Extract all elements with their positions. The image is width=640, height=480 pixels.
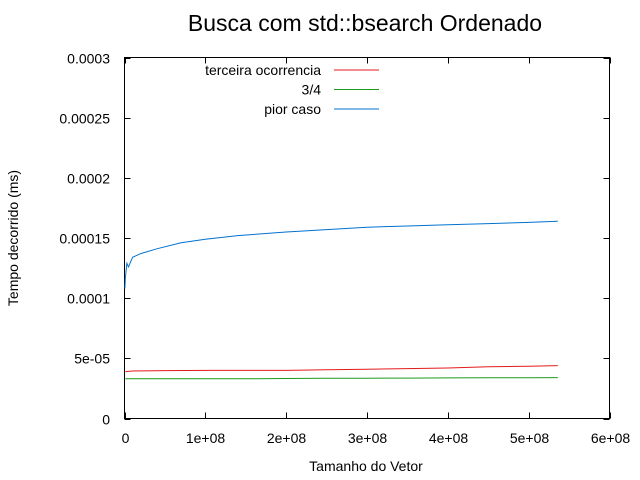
axis-ticks: 0 1e+08 2e+08 3e+08 4e+08 5e+08 6e+08 0 5e-05 0.0… bbox=[59, 51, 630, 447]
series-line bbox=[125, 377, 558, 380]
legend-label: 3/4 bbox=[302, 82, 322, 98]
x-axis-label: Tamanho do Vetor bbox=[309, 458, 423, 474]
y-tick-label: 0.0003 bbox=[67, 51, 110, 67]
y-tick-label: 0.0002 bbox=[67, 171, 110, 187]
x-tick-label: 6e+08 bbox=[591, 430, 631, 446]
legend: terceira ocorrencia 3/4 pior caso bbox=[205, 62, 379, 117]
chart-title: Busca com std::bsearch Ordenado bbox=[188, 10, 542, 36]
y-axis-label: Tempo decorrido (ms) bbox=[5, 170, 21, 306]
y-tick-label: 5e-05 bbox=[74, 351, 110, 367]
legend-label: pior caso bbox=[264, 101, 321, 117]
x-tick-label: 5e+08 bbox=[510, 430, 550, 446]
x-tick-label: 3e+08 bbox=[348, 430, 388, 446]
x-tick-label: 2e+08 bbox=[267, 430, 307, 446]
y-tick-label: 0 bbox=[102, 412, 110, 428]
series-line bbox=[125, 365, 558, 373]
x-tick-label: 1e+08 bbox=[186, 430, 226, 446]
x-tick-label: 4e+08 bbox=[429, 430, 469, 446]
series-lines bbox=[124, 220, 558, 380]
y-tick-label: 0.00015 bbox=[59, 231, 110, 247]
x-tick-label: 0 bbox=[122, 430, 130, 446]
plot-frame bbox=[124, 57, 610, 419]
y-tick-label: 0.00025 bbox=[59, 111, 110, 127]
series-line bbox=[124, 220, 558, 289]
y-tick-label: 0.0001 bbox=[67, 291, 110, 307]
legend-label: terceira ocorrencia bbox=[205, 62, 321, 78]
